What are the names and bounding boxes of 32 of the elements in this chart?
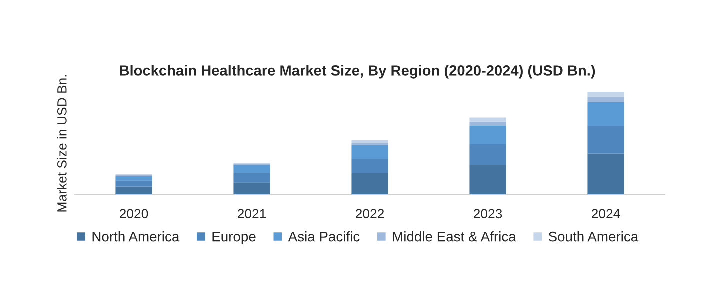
legend-label: North America [92,232,180,242]
bar [352,140,388,144]
legend-label: Europe [212,232,256,244]
chart-title: Blockchain Healthcare Market Size, By Region (2020-2024) (USD Bn.) [120,65,596,79]
bar [588,126,624,154]
x-tick-label: 2020 [120,209,148,219]
bar [470,144,506,166]
bar [470,122,506,126]
bar [470,165,506,195]
bar [470,126,506,145]
bar [588,97,624,102]
x-tick-label: 2022 [356,209,384,219]
bar [352,158,388,174]
x-tick-label: 2021 [238,209,266,219]
bar [588,92,624,98]
x-tick-label: 2024 [592,209,620,219]
bar [588,102,624,126]
bar [234,173,270,183]
bar [116,176,152,181]
bar [116,180,152,187]
bar [234,182,270,195]
bar [116,186,152,195]
legend-label: Asia Pacific [288,232,360,242]
legend-label: South America [548,232,639,242]
bar [470,118,506,122]
bar [352,173,388,195]
bar [352,146,388,159]
x-tick-label: 2023 [474,209,502,219]
bar [234,165,270,174]
legend-label: Middle East & Africa [393,232,516,242]
bar [588,154,624,195]
y-axis-title: Market Size in USD Bn. [57,75,67,212]
